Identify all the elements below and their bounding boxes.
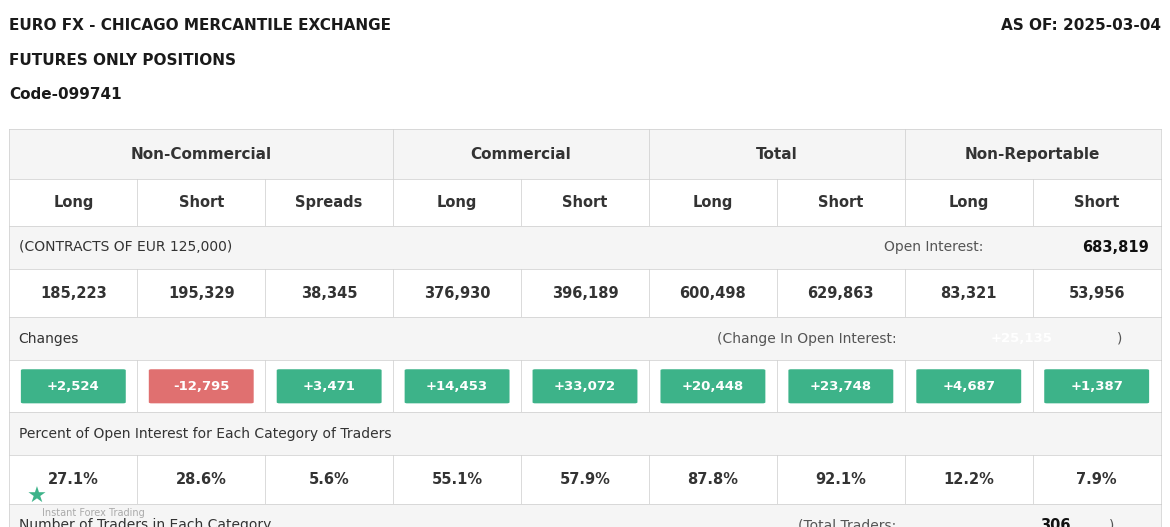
Text: Spreads: Spreads bbox=[296, 195, 363, 210]
Text: 629,863: 629,863 bbox=[807, 286, 874, 300]
Text: Instant Forex Trading: Instant Forex Trading bbox=[42, 509, 144, 519]
Text: Code-099741: Code-099741 bbox=[9, 87, 122, 102]
Text: ★: ★ bbox=[27, 487, 47, 507]
FancyBboxPatch shape bbox=[789, 369, 893, 403]
FancyBboxPatch shape bbox=[916, 369, 1021, 403]
Text: 92.1%: 92.1% bbox=[815, 472, 866, 487]
Text: FUTURES ONLY POSITIONS: FUTURES ONLY POSITIONS bbox=[9, 53, 236, 67]
Text: 600,498: 600,498 bbox=[680, 286, 746, 300]
Text: 83,321: 83,321 bbox=[941, 286, 997, 300]
FancyBboxPatch shape bbox=[405, 369, 509, 403]
Text: 12.2%: 12.2% bbox=[943, 472, 994, 487]
Text: ): ) bbox=[1117, 332, 1122, 346]
Text: EURO FX - CHICAGO MERCANTILE EXCHANGE: EURO FX - CHICAGO MERCANTILE EXCHANGE bbox=[9, 18, 391, 33]
Text: Short: Short bbox=[1074, 195, 1120, 210]
Text: instaforex: instaforex bbox=[53, 489, 133, 502]
Text: Non-Commercial: Non-Commercial bbox=[131, 147, 271, 162]
Text: +14,453: +14,453 bbox=[426, 380, 488, 393]
Text: (CONTRACTS OF EUR 125,000): (CONTRACTS OF EUR 125,000) bbox=[19, 240, 232, 254]
Text: 38,345: 38,345 bbox=[301, 286, 357, 300]
FancyBboxPatch shape bbox=[277, 369, 381, 403]
Text: +4,687: +4,687 bbox=[942, 380, 996, 393]
Text: +23,748: +23,748 bbox=[810, 380, 872, 393]
Text: Percent of Open Interest for Each Category of Traders: Percent of Open Interest for Each Catego… bbox=[19, 427, 391, 441]
FancyBboxPatch shape bbox=[21, 369, 125, 403]
Text: Long: Long bbox=[949, 195, 989, 210]
Text: Short: Short bbox=[179, 195, 223, 210]
Text: 55.1%: 55.1% bbox=[432, 472, 483, 487]
Text: 376,930: 376,930 bbox=[424, 286, 490, 300]
Text: (Change In Open Interest:: (Change In Open Interest: bbox=[717, 332, 897, 346]
Text: 7.9%: 7.9% bbox=[1076, 472, 1117, 487]
Text: +3,471: +3,471 bbox=[303, 380, 356, 393]
Text: Non-Reportable: Non-Reportable bbox=[965, 147, 1101, 162]
Text: 5.6%: 5.6% bbox=[309, 472, 350, 487]
FancyBboxPatch shape bbox=[532, 369, 638, 403]
Text: Commercial: Commercial bbox=[470, 147, 571, 162]
Text: +20,448: +20,448 bbox=[682, 380, 744, 393]
Text: 195,329: 195,329 bbox=[168, 286, 234, 300]
Text: +1,387: +1,387 bbox=[1071, 380, 1123, 393]
Text: 53,956: 53,956 bbox=[1068, 286, 1124, 300]
Text: AS OF: 2025-03-04: AS OF: 2025-03-04 bbox=[1000, 18, 1161, 33]
Text: 28.6%: 28.6% bbox=[176, 472, 227, 487]
FancyBboxPatch shape bbox=[1045, 369, 1149, 403]
Text: 683,819: 683,819 bbox=[1082, 240, 1149, 255]
Text: 87.8%: 87.8% bbox=[688, 472, 738, 487]
Text: Short: Short bbox=[563, 195, 607, 210]
Text: 27.1%: 27.1% bbox=[48, 472, 98, 487]
Text: (Total Traders:: (Total Traders: bbox=[798, 519, 896, 527]
Text: +25,135: +25,135 bbox=[990, 333, 1052, 345]
Text: -12,795: -12,795 bbox=[173, 380, 229, 393]
Text: Number of Traders in Each Category: Number of Traders in Each Category bbox=[19, 519, 271, 527]
Text: 306: 306 bbox=[1040, 518, 1071, 527]
Text: +2,524: +2,524 bbox=[47, 380, 99, 393]
Text: ⊞  View Historical Data: ⊞ View Historical Data bbox=[921, 75, 1101, 89]
Text: 185,223: 185,223 bbox=[40, 286, 106, 300]
Text: Long: Long bbox=[436, 195, 477, 210]
Text: Long: Long bbox=[693, 195, 734, 210]
Text: ): ) bbox=[1109, 519, 1114, 527]
Text: +33,072: +33,072 bbox=[553, 380, 617, 393]
FancyBboxPatch shape bbox=[149, 369, 254, 403]
Text: Short: Short bbox=[818, 195, 863, 210]
Text: 57.9%: 57.9% bbox=[559, 472, 611, 487]
Text: Changes: Changes bbox=[19, 332, 78, 346]
Text: Total: Total bbox=[756, 147, 798, 162]
Text: 396,189: 396,189 bbox=[552, 286, 618, 300]
FancyBboxPatch shape bbox=[661, 369, 765, 403]
Text: Long: Long bbox=[53, 195, 94, 210]
Text: Open Interest:: Open Interest: bbox=[885, 240, 984, 254]
